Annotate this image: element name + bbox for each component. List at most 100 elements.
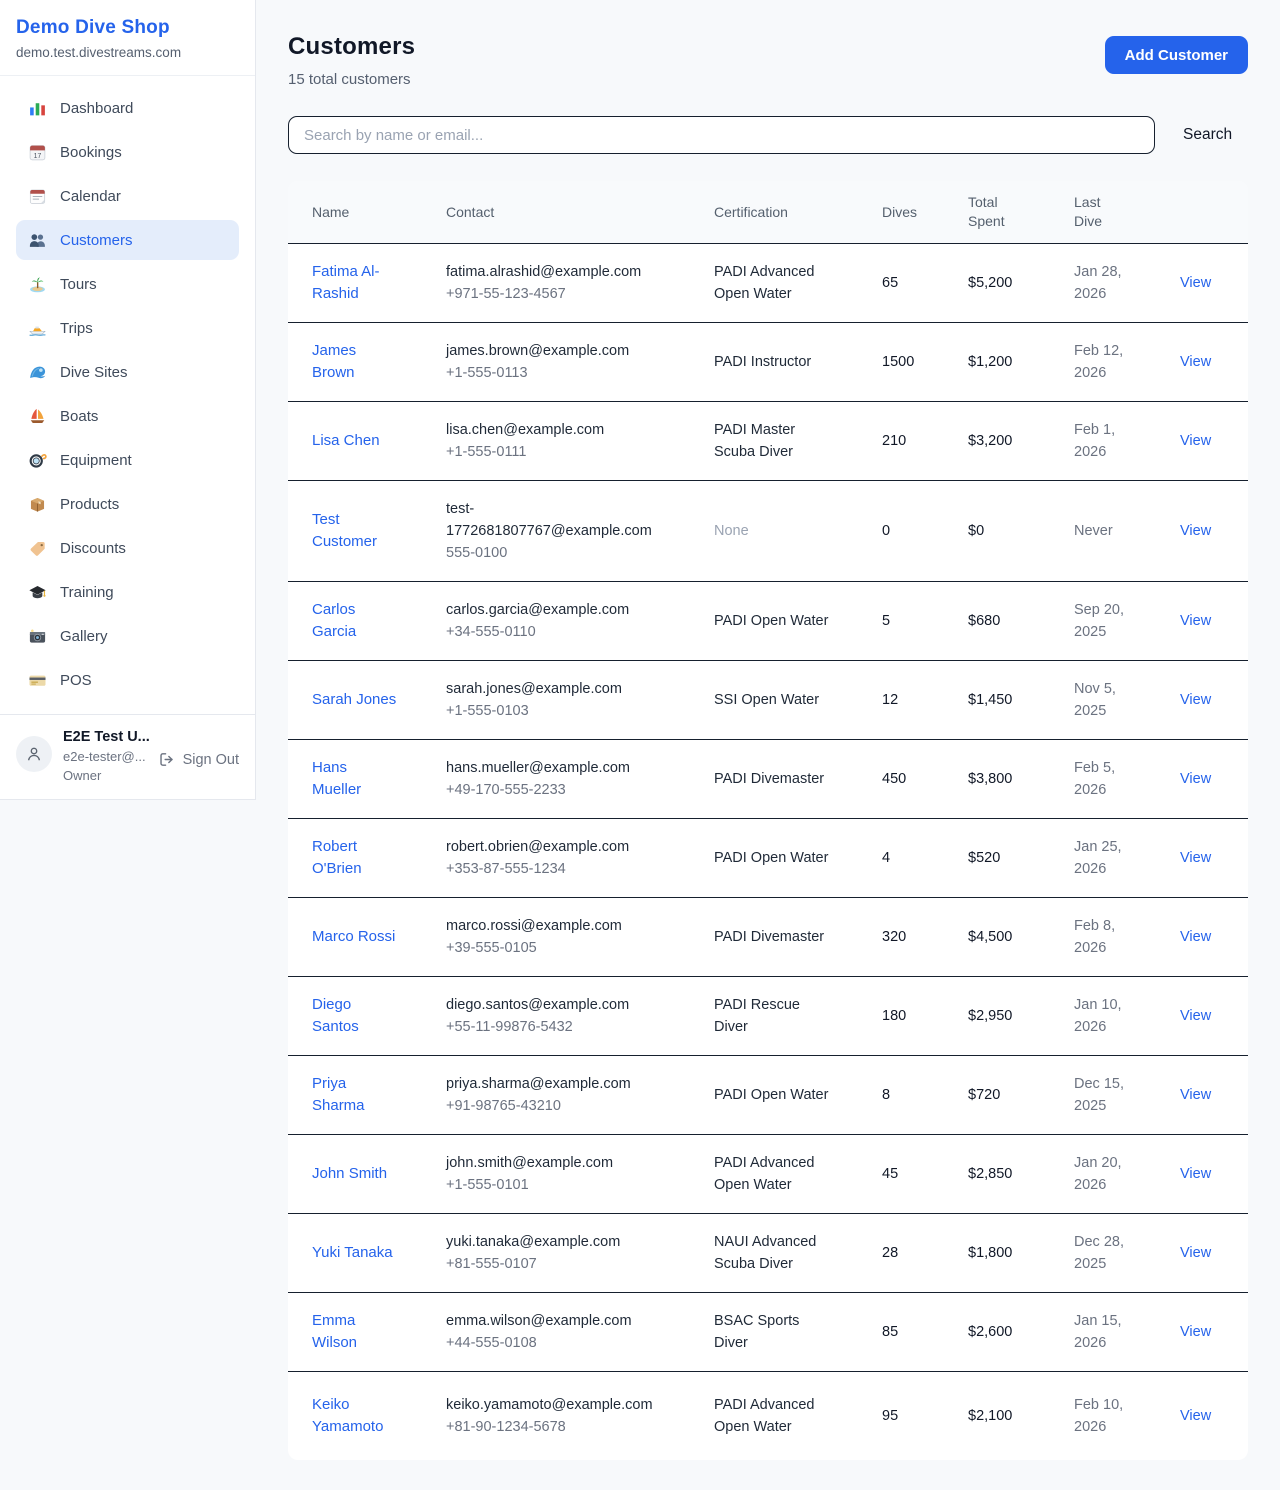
column-header-contact: Contact xyxy=(434,181,702,244)
customer-last-dive: Feb 12, 2026 xyxy=(1074,343,1124,381)
sidebar-item-trips[interactable]: Trips xyxy=(16,308,239,348)
customer-dives: 320 xyxy=(882,929,907,945)
view-link[interactable]: View xyxy=(1180,275,1212,291)
view-link[interactable]: View xyxy=(1180,433,1212,449)
search-button[interactable]: Search xyxy=(1181,122,1234,148)
sidebar: Demo Dive Shop demo.test.divestreams.com… xyxy=(0,0,256,800)
view-link[interactable]: View xyxy=(1180,929,1212,945)
customer-name-link[interactable]: Fatima Al-Rashid xyxy=(312,263,380,302)
customer-name-link[interactable]: Test Customer xyxy=(312,511,378,550)
customer-name-link[interactable]: Yuki Tanaka xyxy=(312,1244,393,1261)
customer-last-dive: Jan 25, 2026 xyxy=(1074,839,1122,877)
sidebar-item-label: Dashboard xyxy=(60,99,134,117)
user-icon xyxy=(27,747,41,761)
equipment-icon xyxy=(28,451,47,470)
user-name: E2E Test U... xyxy=(63,729,150,745)
shop-name: Demo Dive Shop xyxy=(16,17,170,38)
customer-phone: +1-555-0101 xyxy=(446,1177,529,1193)
customer-row: Robert O'Brien robert.obrien@example.com… xyxy=(288,818,1248,898)
customer-total-spent: $3,200 xyxy=(968,433,1013,449)
tours-icon xyxy=(28,275,47,294)
view-link[interactable]: View xyxy=(1180,850,1212,866)
column-header-total-spent-label: Total Spent xyxy=(968,194,1005,229)
sidebar-item-training[interactable]: Training xyxy=(16,572,239,612)
add-customer-button[interactable]: Add Customer xyxy=(1104,36,1248,74)
table-header-row: Name Contact Certification Dives Total S… xyxy=(288,181,1248,244)
avatar xyxy=(16,736,52,772)
customer-name-link[interactable]: Diego Santos xyxy=(312,996,359,1035)
customer-name-link[interactable]: James Brown xyxy=(312,342,357,381)
customer-name-link[interactable]: Marco Rossi xyxy=(312,928,396,945)
customer-row: James Brown james.brown@example.com +1-5… xyxy=(288,322,1248,402)
view-link[interactable]: View xyxy=(1180,523,1212,539)
view-link[interactable]: View xyxy=(1180,1008,1212,1024)
brand: Demo Dive Shop demo.test.divestreams.com xyxy=(0,0,255,76)
view-link[interactable]: View xyxy=(1180,771,1212,787)
customer-total-spent: $1,800 xyxy=(968,1245,1013,1261)
sidebar-item-tours[interactable]: Tours xyxy=(16,264,239,304)
view-link[interactable]: View xyxy=(1180,1166,1212,1182)
column-header-certification: Certification xyxy=(702,181,870,244)
view-link[interactable]: View xyxy=(1180,354,1212,370)
view-link[interactable]: View xyxy=(1180,1087,1212,1103)
sidebar-item-boats[interactable]: Boats xyxy=(16,396,239,436)
customer-total-spent: $5,200 xyxy=(968,275,1013,291)
pos-icon xyxy=(28,671,47,690)
customer-name-link[interactable]: Priya Sharma xyxy=(312,1075,365,1114)
sidebar-item-equipment[interactable]: Equipment xyxy=(16,440,239,480)
shop-subdomain: demo.test.divestreams.com xyxy=(16,45,182,60)
customer-name-link[interactable]: Hans Mueller xyxy=(312,759,362,798)
customer-certification: PADI Rescue Diver xyxy=(714,997,800,1035)
customer-row: Marco Rossi marco.rossi@example.com +39-… xyxy=(288,897,1248,977)
gallery-icon xyxy=(28,627,47,646)
customer-certification: SSI Open Water xyxy=(714,692,820,708)
customer-name-link[interactable]: Robert O'Brien xyxy=(312,838,362,877)
sidebar-item-discounts[interactable]: Discounts xyxy=(16,528,239,568)
customer-last-dive: Jan 20, 2026 xyxy=(1074,1155,1122,1193)
customer-name-link[interactable]: Lisa Chen xyxy=(312,432,380,449)
customer-total-spent: $2,850 xyxy=(968,1166,1013,1182)
sidebar-item-pos[interactable]: POS xyxy=(16,660,239,700)
view-link[interactable]: View xyxy=(1180,613,1212,629)
customer-total-spent: $720 xyxy=(968,1087,1001,1103)
customer-row: Hans Mueller hans.mueller@example.com +4… xyxy=(288,739,1248,819)
customer-row: Diego Santos diego.santos@example.com +5… xyxy=(288,976,1248,1056)
customer-certification: PADI Open Water xyxy=(714,850,829,866)
customer-email: john.smith@example.com xyxy=(446,1155,614,1171)
customer-row: Lisa Chen lisa.chen@example.com +1-555-0… xyxy=(288,401,1248,481)
customer-phone: +34-555-0110 xyxy=(446,624,536,640)
customer-last-dive: Dec 15, 2025 xyxy=(1074,1076,1124,1114)
customer-last-dive: Jan 10, 2026 xyxy=(1074,997,1122,1035)
customer-certification: PADI Divemaster xyxy=(714,929,825,945)
sidebar-item-label: Equipment xyxy=(60,451,132,469)
user-section: E2E Test U... e2e-tester@... Owner Sign … xyxy=(0,714,255,799)
view-link[interactable]: View xyxy=(1180,1407,1212,1424)
column-header-last-dive: Last Dive xyxy=(1062,181,1168,244)
sidebar-item-gallery[interactable]: Gallery xyxy=(16,616,239,656)
customer-certification: PADI Instructor xyxy=(714,354,812,370)
customer-name-link[interactable]: Emma Wilson xyxy=(312,1312,358,1351)
customer-name-link[interactable]: Carlos Garcia xyxy=(312,601,357,640)
view-link[interactable]: View xyxy=(1180,1324,1212,1340)
view-link[interactable]: View xyxy=(1180,1245,1212,1261)
customer-row: Carlos Garcia carlos.garcia@example.com … xyxy=(288,581,1248,661)
sidebar-item-products[interactable]: Products xyxy=(16,484,239,524)
customer-certification: PADI Master Scuba Diver xyxy=(714,422,796,460)
customer-name-link[interactable]: Keiko Yamamoto xyxy=(312,1395,384,1435)
customer-row: Fatima Al-Rashid fatima.alrashid@example… xyxy=(288,243,1248,323)
sidebar-item-calendar[interactable]: Calendar xyxy=(16,176,239,216)
customer-email: keiko.yamamoto@example.com xyxy=(446,1396,653,1413)
customer-name-link[interactable]: John Smith xyxy=(312,1165,388,1182)
customer-email: robert.obrien@example.com xyxy=(446,839,630,855)
sidebar-item-dive-sites[interactable]: Dive Sites xyxy=(16,352,239,392)
sidebar-item-label: Customers xyxy=(60,231,133,249)
view-link[interactable]: View xyxy=(1180,692,1212,708)
sign-out-button[interactable]: Sign Out xyxy=(158,751,239,768)
sidebar-item-dashboard[interactable]: Dashboard xyxy=(16,88,239,128)
customer-email: hans.mueller@example.com xyxy=(446,760,630,776)
sidebar-item-customers[interactable]: Customers xyxy=(16,220,239,260)
sidebar-item-label: Bookings xyxy=(60,143,122,161)
sidebar-item-bookings[interactable]: 17 Bookings xyxy=(16,132,239,172)
customer-name-link[interactable]: Sarah Jones xyxy=(312,691,397,708)
search-input[interactable] xyxy=(288,116,1155,154)
